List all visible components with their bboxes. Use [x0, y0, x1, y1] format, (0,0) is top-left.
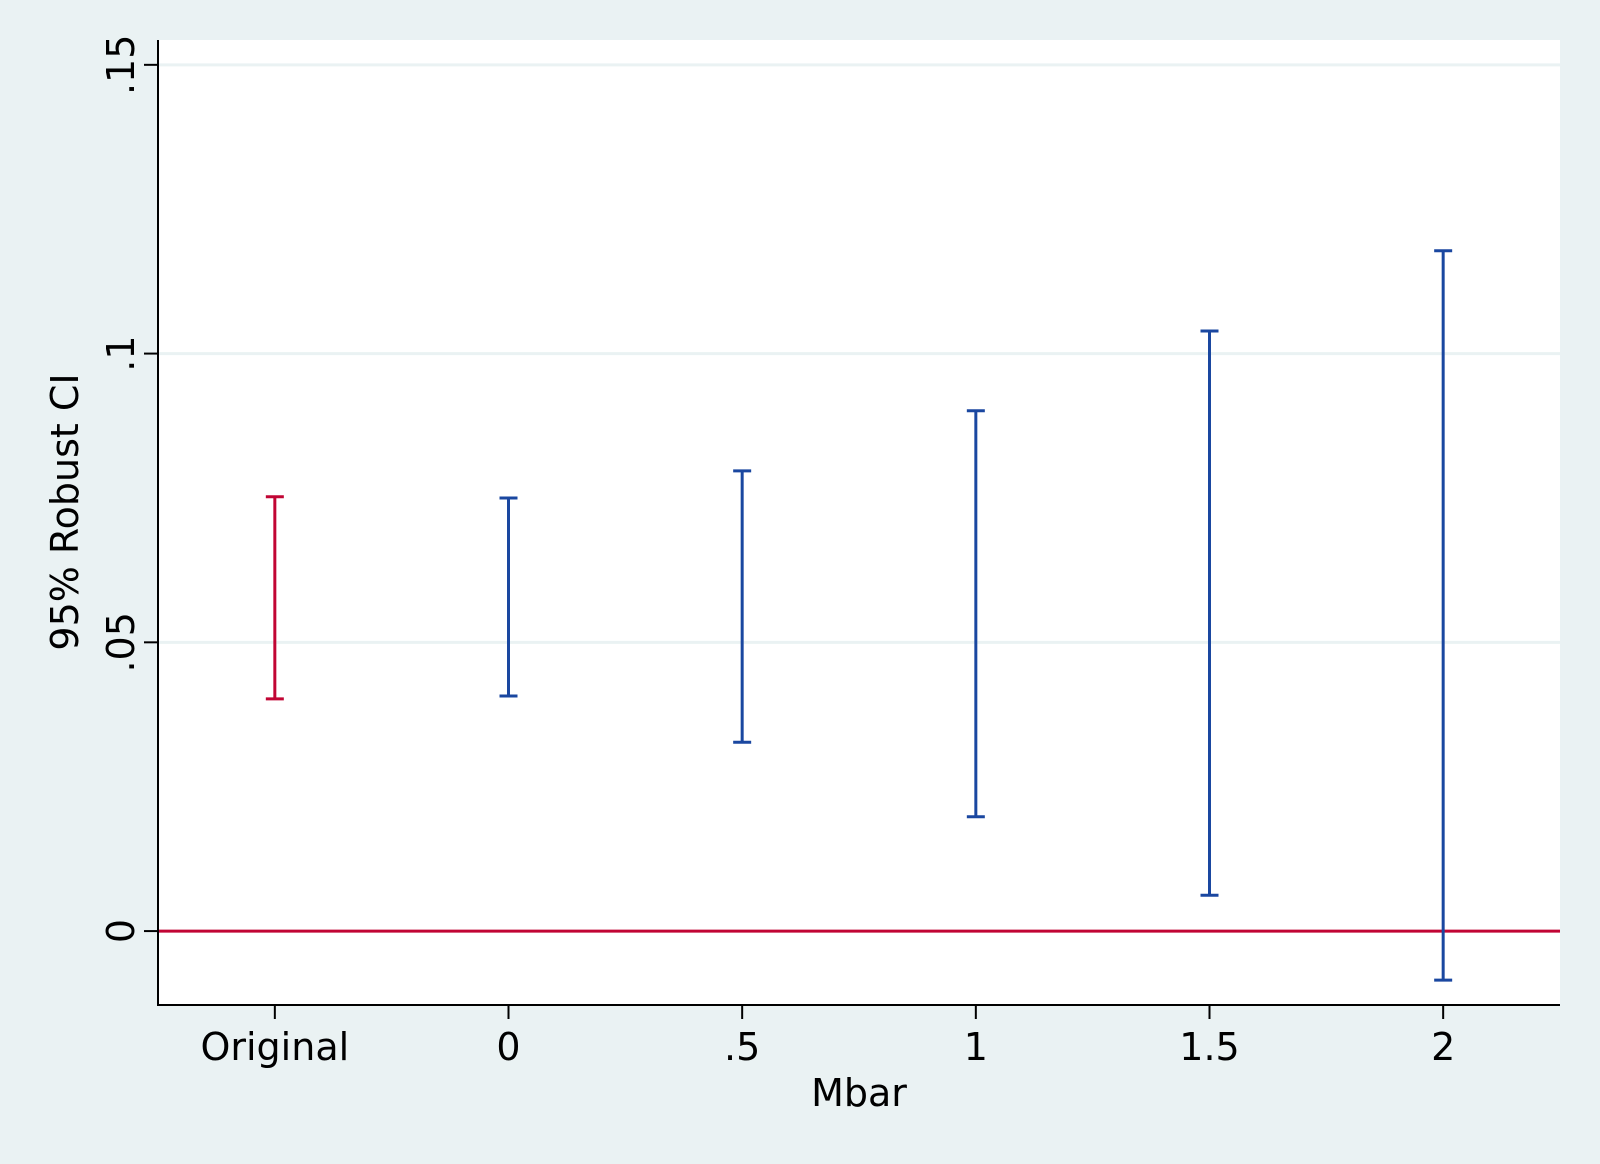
y-tick-label: .15: [99, 35, 143, 95]
y-tick-label: .05: [99, 612, 143, 672]
x-tick-label: 0: [496, 1025, 520, 1069]
error-bar-original: [265, 495, 284, 701]
y-tick-label: 0: [99, 919, 143, 943]
tick-labels: 0 .05 .1 .15 Original 0 .5 1 1.5 2: [99, 35, 1455, 1069]
error-bar-mbar-2: [1434, 249, 1453, 982]
error-bar-mbar-1p5: [1200, 329, 1219, 897]
y-axis-title: 95% Robust CI: [43, 373, 87, 650]
x-axis-title: Mbar: [811, 1071, 907, 1115]
axes: [157, 40, 1560, 1006]
error-bar-mbar-0: [499, 496, 518, 698]
y-tick-label: .1: [99, 335, 143, 371]
x-tick-label: 1: [964, 1025, 988, 1069]
error-bar-mbar-1: [966, 409, 985, 819]
x-tick-label: .5: [724, 1025, 760, 1069]
x-tick-label: 1.5: [1179, 1025, 1239, 1069]
x-tick-label: Original: [200, 1025, 349, 1069]
error-bar-mbar-p5: [733, 469, 752, 744]
error-bars: [265, 249, 1453, 982]
x-tick-label: 2: [1431, 1025, 1455, 1069]
plot-area: [158, 40, 1560, 1005]
gridlines: [158, 63, 1560, 644]
